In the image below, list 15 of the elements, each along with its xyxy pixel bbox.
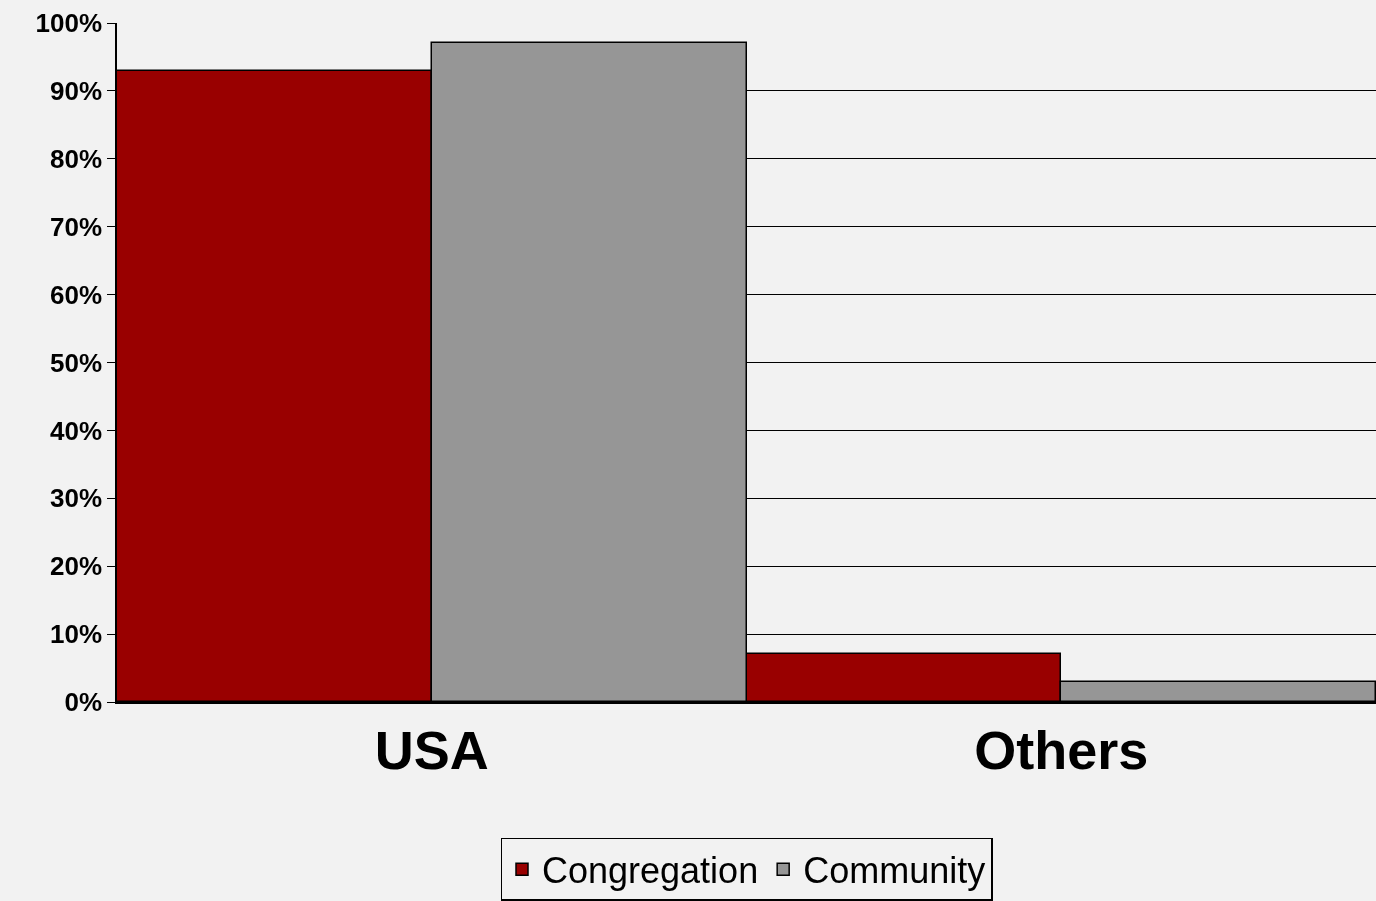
y-tick-label: 0% — [64, 687, 103, 718]
legend-label: Congregation — [542, 850, 759, 892]
x-tick-label: Others — [974, 719, 1149, 780]
y-tick-label: 100% — [35, 8, 103, 39]
y-tick-label: 20% — [50, 551, 103, 582]
legend-label: Community — [803, 850, 986, 892]
y-tick-label: 40% — [50, 415, 103, 446]
y-tick-label: 30% — [50, 483, 103, 514]
y-tick-label: 10% — [50, 619, 103, 650]
y-tick-label: 70% — [50, 211, 103, 242]
x-tick-label: USA — [374, 719, 489, 780]
y-tick-label: 50% — [50, 347, 103, 378]
y-tick-label: 60% — [50, 279, 103, 310]
y-tick-label: 90% — [50, 76, 103, 106]
y-tick-label: 80% — [50, 143, 103, 174]
